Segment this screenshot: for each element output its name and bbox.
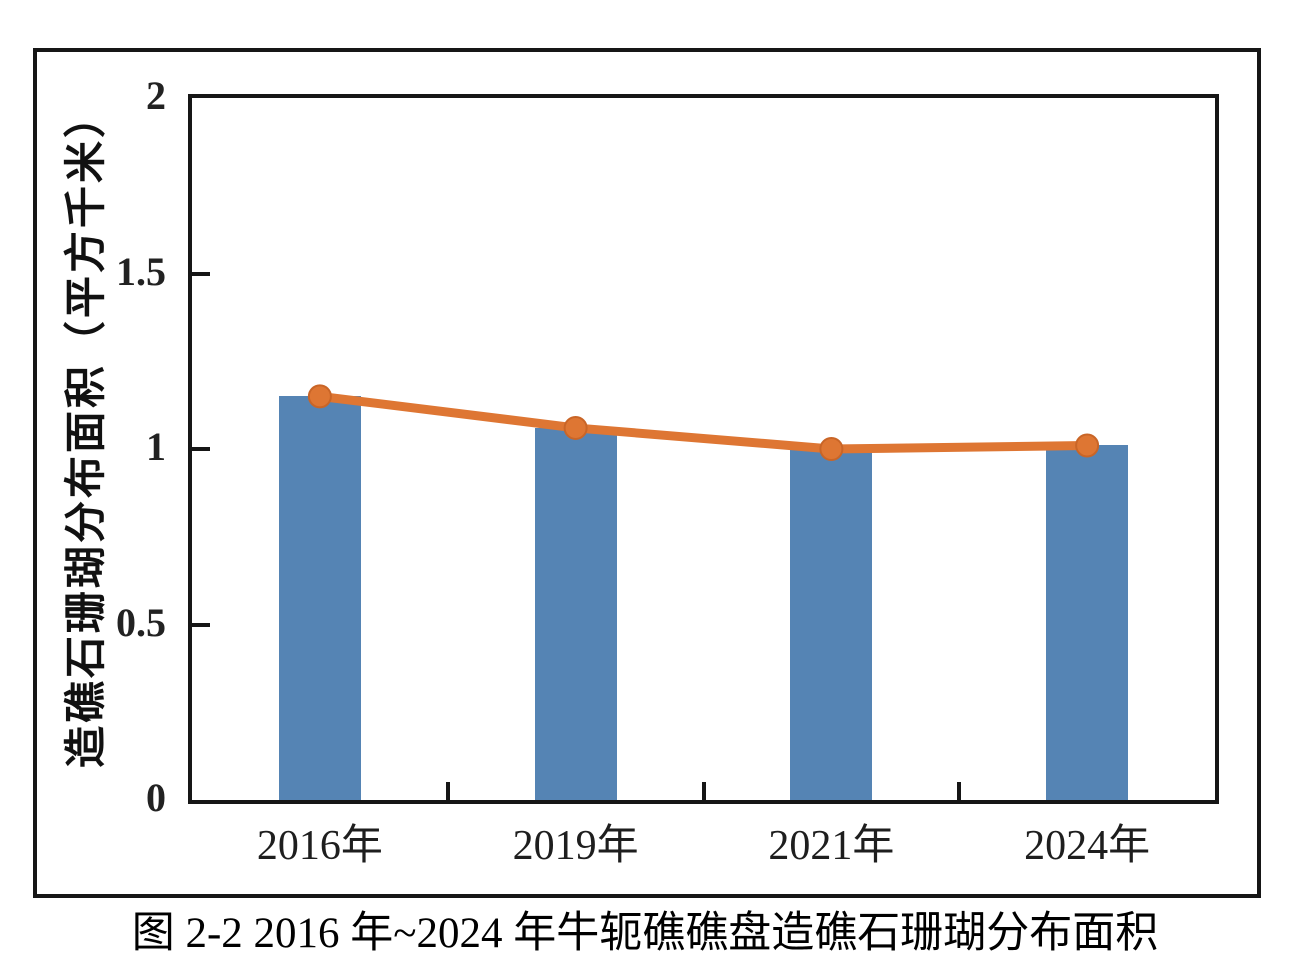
x-tick-mark <box>957 782 962 800</box>
trend-line-layer <box>307 384 1100 461</box>
x-tick-mark <box>445 782 450 800</box>
y-tick-mark <box>192 447 210 451</box>
bar <box>534 427 617 800</box>
x-tick-label: 2016年 <box>256 823 383 869</box>
x-tick-label: 2024年 <box>1024 823 1151 869</box>
bar <box>790 449 873 800</box>
bar <box>1046 445 1129 800</box>
data-point-marker <box>307 384 332 409</box>
y-tick-label: 0.5 <box>116 599 166 645</box>
bar <box>278 396 361 800</box>
x-tick-label: 2019年 <box>512 823 639 869</box>
data-point-marker <box>819 437 844 461</box>
trend-line <box>315 391 1092 454</box>
y-tick-label: 2 <box>146 73 166 118</box>
y-tick-mark <box>192 271 210 276</box>
figure-caption: 图 2-2 2016 年~2024 年牛轭礁礁盘造礁石珊瑚分布面积 <box>131 910 1159 957</box>
y-tick-mark <box>192 622 210 627</box>
y-tick-label: 1 <box>146 424 166 469</box>
y-tick-label: 0 <box>146 775 166 820</box>
x-tick-mark <box>701 782 706 800</box>
data-point-marker <box>563 415 588 440</box>
plot-area <box>188 94 1219 804</box>
data-point-marker <box>1075 433 1100 458</box>
y-tick-label: 1.5 <box>116 248 166 294</box>
x-tick-label: 2021年 <box>768 823 895 869</box>
